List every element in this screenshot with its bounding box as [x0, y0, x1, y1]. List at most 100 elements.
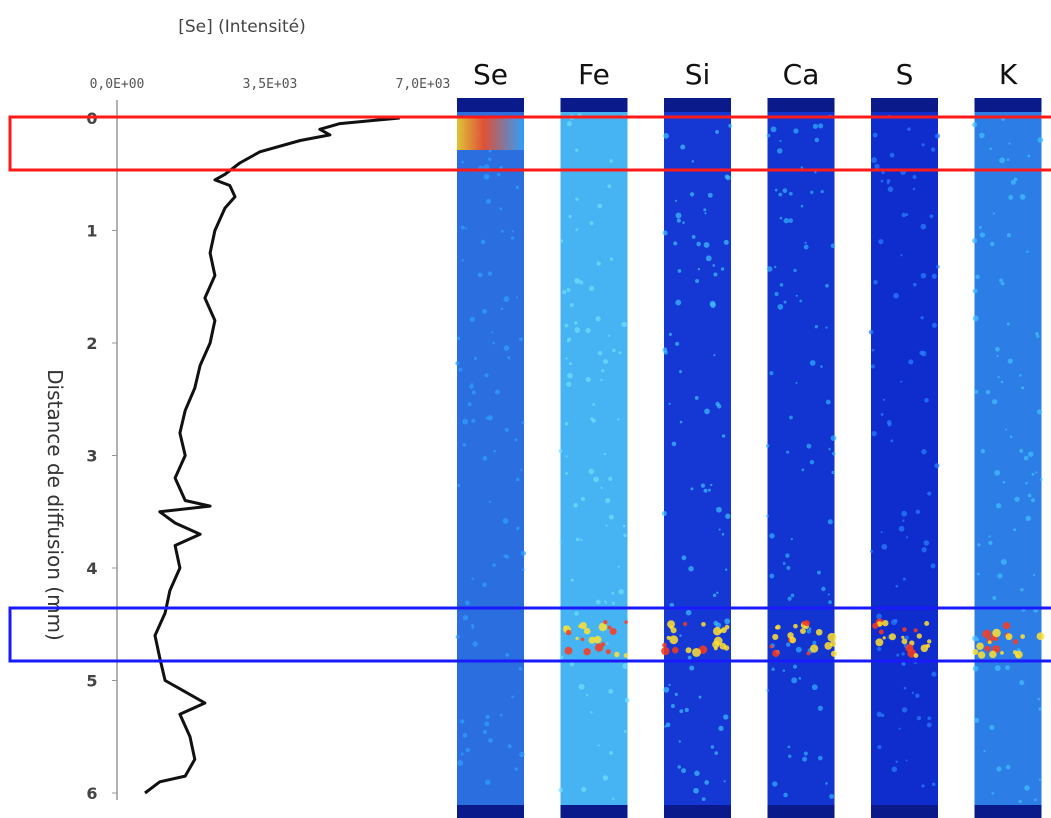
map-speck	[779, 139, 782, 143]
map-speck	[977, 651, 986, 659]
map-speck	[916, 633, 922, 639]
map-speck	[497, 172, 501, 177]
map-speck	[723, 780, 726, 783]
map-speck	[890, 439, 894, 443]
map-speck	[769, 573, 775, 579]
map-speck	[868, 329, 874, 335]
map-speck	[766, 514, 769, 518]
map-speck	[596, 261, 601, 266]
map-speck	[469, 384, 474, 389]
map-speck	[713, 646, 718, 651]
map-speck	[502, 517, 509, 524]
map-speck	[511, 695, 514, 699]
map-speck	[992, 212, 995, 215]
map-speck	[728, 123, 733, 128]
map-speck	[912, 282, 917, 287]
y-tick-label: 2	[86, 334, 97, 353]
map-speck	[581, 786, 587, 793]
map-speck	[795, 294, 798, 297]
map-speck	[1014, 496, 1020, 502]
map-speck	[721, 434, 726, 438]
map-speck	[589, 285, 595, 291]
map-speck	[668, 683, 671, 687]
map-speck	[609, 627, 617, 635]
map-speck	[484, 721, 490, 727]
map-speck	[972, 649, 979, 656]
map-label: Fe	[578, 58, 610, 91]
map-speck	[713, 272, 718, 277]
map-speck	[704, 408, 710, 415]
map-speck	[882, 619, 889, 627]
map-speck	[916, 716, 922, 721]
map-speck	[829, 793, 835, 799]
map-speck	[878, 239, 884, 245]
map-speck	[715, 129, 719, 134]
map-speck	[703, 242, 710, 248]
map-speck	[786, 450, 790, 454]
map-label: Si	[685, 58, 711, 91]
map-edge	[457, 98, 524, 112]
map-speck	[721, 533, 725, 536]
map-speck	[825, 283, 829, 288]
map-speck	[830, 640, 837, 647]
map-speck	[677, 269, 682, 273]
map-speck	[1006, 322, 1010, 326]
map-speck	[901, 661, 905, 666]
map-speck	[816, 570, 821, 575]
map-speck	[766, 266, 773, 272]
map-speck	[505, 652, 510, 657]
map-speck	[575, 636, 579, 641]
map-speck	[881, 170, 885, 175]
map-speck	[793, 623, 798, 629]
map-speck	[801, 468, 805, 472]
map-speck	[830, 650, 837, 657]
map-speck	[815, 628, 823, 636]
map-speck	[681, 768, 687, 774]
map-speck	[465, 227, 468, 230]
map-speck	[603, 452, 606, 456]
map-speck	[789, 415, 793, 420]
map-speck	[915, 509, 921, 515]
map-speck	[901, 652, 905, 656]
map-speck	[920, 644, 929, 653]
map-speck	[803, 751, 808, 756]
map-speck	[882, 636, 886, 640]
map-speck	[612, 348, 616, 353]
map-speck	[488, 149, 492, 153]
map-speck	[788, 218, 794, 223]
map-speck	[901, 510, 908, 517]
map-speck	[585, 377, 591, 383]
map-strip	[974, 98, 1042, 818]
map-speck	[1008, 194, 1014, 200]
map-speck	[1000, 380, 1004, 384]
map-speck	[806, 628, 812, 634]
map-speck	[583, 627, 591, 635]
map-speck	[870, 549, 873, 553]
map-speck	[905, 213, 909, 217]
map-speck	[470, 383, 474, 386]
map-speck	[694, 278, 700, 284]
map-speck	[791, 677, 798, 684]
map-speck	[1000, 559, 1007, 565]
map-speck	[1025, 481, 1028, 485]
map-speck	[901, 638, 908, 645]
map-speck	[609, 751, 613, 755]
map-speck	[800, 628, 806, 635]
map-speck	[516, 526, 520, 531]
map-speck	[507, 744, 512, 749]
map-speck	[1019, 374, 1022, 377]
map-speck	[931, 322, 937, 328]
map-speck	[662, 642, 667, 648]
map-speck	[462, 614, 469, 621]
map-speck	[793, 128, 799, 134]
map-speck	[709, 300, 716, 307]
map-speck	[779, 216, 783, 220]
map-speck	[934, 133, 941, 139]
map-speck	[607, 625, 612, 630]
map-speck	[480, 239, 486, 245]
map-speck	[799, 299, 803, 303]
map-speck	[985, 389, 991, 395]
map-speck	[707, 192, 713, 198]
map-speck	[1036, 632, 1045, 641]
map-speck	[931, 671, 937, 677]
